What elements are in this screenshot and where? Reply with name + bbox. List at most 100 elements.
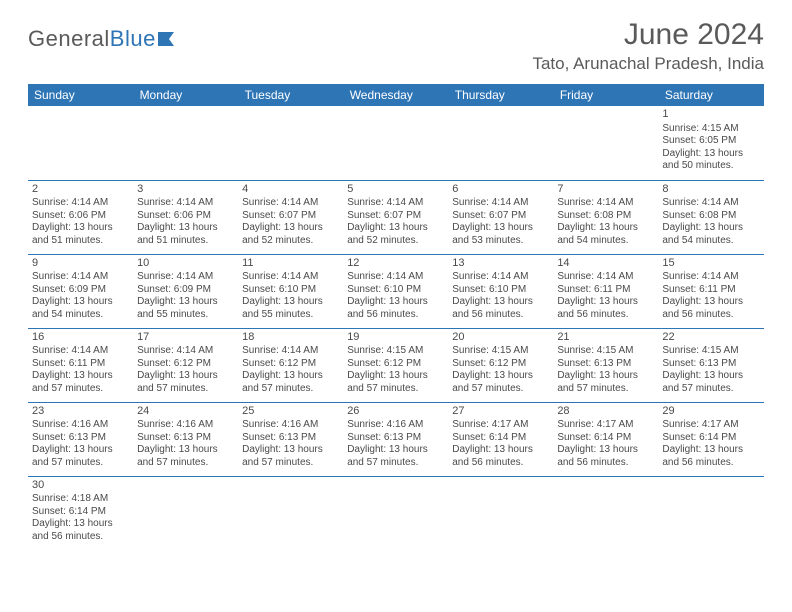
day-detail: Sunrise: 4:14 AM [557, 197, 654, 210]
day-detail: Sunrise: 4:14 AM [32, 345, 129, 358]
day-number: 1 [662, 108, 759, 122]
day-detail: Sunrise: 4:15 AM [452, 345, 549, 358]
calendar-cell: 8Sunrise: 4:14 AMSunset: 6:08 PMDaylight… [658, 180, 763, 254]
day-detail: Sunset: 6:13 PM [347, 432, 444, 445]
calendar-cell: 16Sunrise: 4:14 AMSunset: 6:11 PMDayligh… [28, 328, 133, 402]
calendar-cell [448, 476, 553, 550]
day-number: 30 [32, 479, 129, 493]
day-detail: Daylight: 13 hours and 56 minutes. [347, 296, 444, 321]
calendar-cell: 30Sunrise: 4:18 AMSunset: 6:14 PMDayligh… [28, 476, 133, 550]
day-detail: Sunrise: 4:16 AM [347, 419, 444, 432]
day-detail: Daylight: 13 hours and 54 minutes. [662, 222, 759, 247]
day-detail: Daylight: 13 hours and 57 minutes. [452, 370, 549, 395]
calendar-cell: 28Sunrise: 4:17 AMSunset: 6:14 PMDayligh… [553, 402, 658, 476]
day-number: 14 [557, 257, 654, 271]
day-detail: Sunrise: 4:14 AM [347, 197, 444, 210]
calendar-cell: 15Sunrise: 4:14 AMSunset: 6:11 PMDayligh… [658, 254, 763, 328]
calendar-cell: 22Sunrise: 4:15 AMSunset: 6:13 PMDayligh… [658, 328, 763, 402]
day-detail: Sunset: 6:14 PM [557, 432, 654, 445]
day-detail: Sunrise: 4:14 AM [347, 271, 444, 284]
day-detail: Sunrise: 4:14 AM [242, 197, 339, 210]
day-detail: Sunset: 6:07 PM [347, 210, 444, 223]
calendar-body: 1Sunrise: 4:15 AMSunset: 6:05 PMDaylight… [28, 106, 764, 550]
day-number: 21 [557, 331, 654, 345]
day-detail: Sunset: 6:09 PM [32, 284, 129, 297]
day-number: 23 [32, 405, 129, 419]
day-detail: Daylight: 13 hours and 57 minutes. [347, 370, 444, 395]
day-detail: Sunrise: 4:14 AM [32, 271, 129, 284]
day-detail: Sunrise: 4:14 AM [242, 271, 339, 284]
day-detail: Daylight: 13 hours and 57 minutes. [32, 370, 129, 395]
day-number: 16 [32, 331, 129, 345]
day-number: 5 [347, 183, 444, 197]
calendar-cell: 18Sunrise: 4:14 AMSunset: 6:12 PMDayligh… [238, 328, 343, 402]
day-detail: Sunset: 6:11 PM [557, 284, 654, 297]
day-number: 13 [452, 257, 549, 271]
calendar-row: 1Sunrise: 4:15 AMSunset: 6:05 PMDaylight… [28, 106, 764, 180]
day-detail: Daylight: 13 hours and 56 minutes. [452, 444, 549, 469]
day-detail: Sunset: 6:14 PM [32, 506, 129, 519]
calendar-cell: 12Sunrise: 4:14 AMSunset: 6:10 PMDayligh… [343, 254, 448, 328]
calendar-cell: 17Sunrise: 4:14 AMSunset: 6:12 PMDayligh… [133, 328, 238, 402]
day-detail: Sunset: 6:11 PM [662, 284, 759, 297]
day-detail: Daylight: 13 hours and 51 minutes. [32, 222, 129, 247]
calendar-table: Sunday Monday Tuesday Wednesday Thursday… [28, 84, 764, 550]
day-detail: Sunset: 6:12 PM [347, 358, 444, 371]
calendar-cell: 10Sunrise: 4:14 AMSunset: 6:09 PMDayligh… [133, 254, 238, 328]
day-detail: Sunrise: 4:16 AM [242, 419, 339, 432]
day-header-row: Sunday Monday Tuesday Wednesday Thursday… [28, 84, 764, 106]
day-number: 6 [452, 183, 549, 197]
day-detail: Sunrise: 4:14 AM [662, 197, 759, 210]
calendar-cell [238, 476, 343, 550]
day-detail: Sunset: 6:13 PM [242, 432, 339, 445]
logo-flag-icon [158, 32, 176, 46]
day-detail: Sunset: 6:09 PM [137, 284, 234, 297]
day-detail: Sunset: 6:08 PM [662, 210, 759, 223]
logo: GeneralBlue [28, 18, 176, 52]
calendar-cell: 14Sunrise: 4:14 AMSunset: 6:11 PMDayligh… [553, 254, 658, 328]
day-number: 12 [347, 257, 444, 271]
day-detail: Daylight: 13 hours and 56 minutes. [557, 296, 654, 321]
day-detail: Sunset: 6:14 PM [452, 432, 549, 445]
calendar-row: 30Sunrise: 4:18 AMSunset: 6:14 PMDayligh… [28, 476, 764, 550]
day-detail: Daylight: 13 hours and 57 minutes. [557, 370, 654, 395]
day-detail: Daylight: 13 hours and 57 minutes. [347, 444, 444, 469]
day-detail: Sunset: 6:10 PM [242, 284, 339, 297]
day-number: 18 [242, 331, 339, 345]
calendar-cell: 5Sunrise: 4:14 AMSunset: 6:07 PMDaylight… [343, 180, 448, 254]
day-detail: Sunrise: 4:15 AM [662, 345, 759, 358]
day-detail: Daylight: 13 hours and 50 minutes. [662, 148, 759, 173]
calendar-cell: 29Sunrise: 4:17 AMSunset: 6:14 PMDayligh… [658, 402, 763, 476]
calendar-cell [448, 106, 553, 180]
calendar-cell [658, 476, 763, 550]
day-detail: Sunrise: 4:14 AM [242, 345, 339, 358]
calendar-cell: 6Sunrise: 4:14 AMSunset: 6:07 PMDaylight… [448, 180, 553, 254]
location-text: Tato, Arunachal Pradesh, India [532, 54, 764, 74]
calendar-cell: 2Sunrise: 4:14 AMSunset: 6:06 PMDaylight… [28, 180, 133, 254]
calendar-cell [343, 106, 448, 180]
day-detail: Daylight: 13 hours and 51 minutes. [137, 222, 234, 247]
day-detail: Sunset: 6:12 PM [242, 358, 339, 371]
calendar-cell [28, 106, 133, 180]
day-detail: Daylight: 13 hours and 57 minutes. [137, 444, 234, 469]
day-number: 22 [662, 331, 759, 345]
day-number: 15 [662, 257, 759, 271]
day-number: 27 [452, 405, 549, 419]
calendar-row: 23Sunrise: 4:16 AMSunset: 6:13 PMDayligh… [28, 402, 764, 476]
calendar-cell: 20Sunrise: 4:15 AMSunset: 6:12 PMDayligh… [448, 328, 553, 402]
month-title: June 2024 [532, 18, 764, 52]
calendar-cell [133, 106, 238, 180]
day-detail: Daylight: 13 hours and 55 minutes. [137, 296, 234, 321]
day-detail: Daylight: 13 hours and 57 minutes. [242, 444, 339, 469]
day-detail: Sunset: 6:13 PM [137, 432, 234, 445]
calendar-cell: 3Sunrise: 4:14 AMSunset: 6:06 PMDaylight… [133, 180, 238, 254]
day-detail: Sunset: 6:07 PM [452, 210, 549, 223]
calendar-cell [133, 476, 238, 550]
day-number: 25 [242, 405, 339, 419]
calendar-cell: 27Sunrise: 4:17 AMSunset: 6:14 PMDayligh… [448, 402, 553, 476]
day-header: Wednesday [343, 84, 448, 106]
day-detail: Sunrise: 4:17 AM [557, 419, 654, 432]
day-number: 11 [242, 257, 339, 271]
day-detail: Daylight: 13 hours and 57 minutes. [32, 444, 129, 469]
day-number: 19 [347, 331, 444, 345]
